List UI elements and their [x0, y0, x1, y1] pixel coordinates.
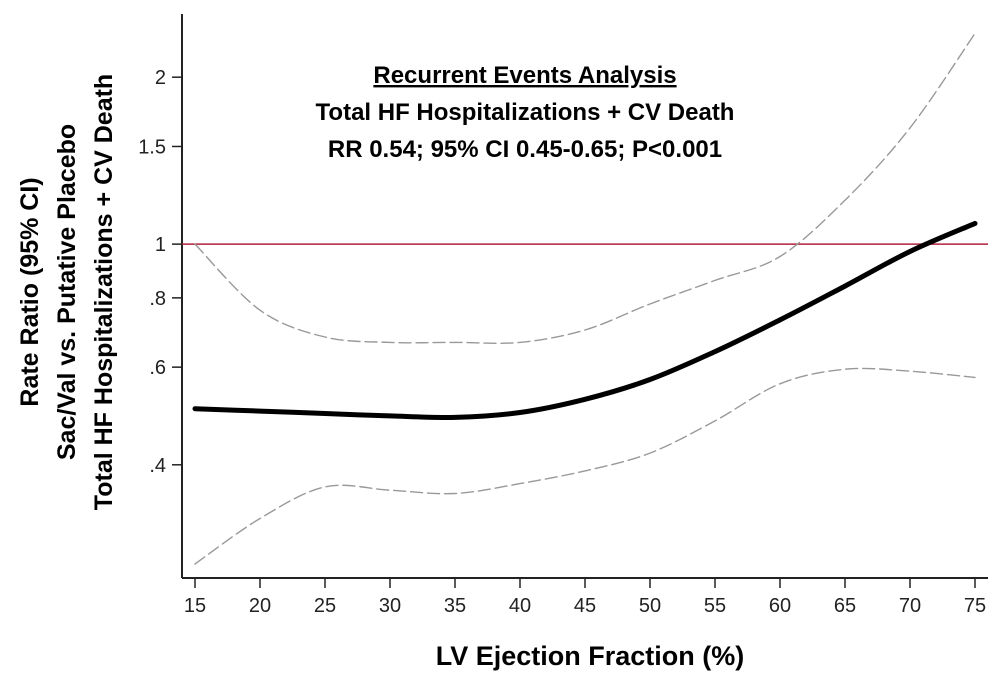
y-tick-label: 2 — [155, 67, 166, 89]
x-tick-label: 50 — [639, 595, 661, 617]
x-tick-label: 55 — [704, 595, 726, 617]
y-tick-label: .8 — [149, 288, 166, 310]
x-tick-label: 65 — [834, 595, 856, 617]
series-layer — [192, 32, 978, 565]
x-tick-label: 35 — [444, 595, 466, 617]
x-tick-label: 40 — [509, 595, 531, 617]
title-block: Recurrent Events Analysis Total HF Hospi… — [316, 62, 735, 163]
x-ticks: 15 20 25 30 35 40 45 50 55 60 65 70 75 — [184, 578, 986, 617]
x-tick-label: 20 — [249, 595, 271, 617]
series-line-lower-ci — [194, 367, 976, 565]
x-tick-label: 15 — [184, 595, 206, 617]
chart-title-line-3: RR 0.54; 95% CI 0.45-0.65; P<0.001 — [328, 136, 722, 163]
x-axis-label: LV Ejection Fraction (%) — [436, 641, 745, 671]
y-axis-label-line-3: Total HF Hospitalizations + CV Death — [90, 74, 118, 510]
chart-title-line-1: Recurrent Events Analysis — [373, 62, 676, 89]
x-tick-label: 70 — [899, 595, 921, 617]
x-tick-label: 60 — [769, 595, 791, 617]
y-axis-label-line-1: Rate Ratio (95% CI) — [16, 177, 44, 406]
x-tick-label: 45 — [574, 595, 596, 617]
y-tick-label: .4 — [149, 455, 166, 477]
y-ticks: .4 .6 .8 1 1.5 2 — [138, 67, 182, 477]
chart-title-line-2: Total HF Hospitalizations + CV Death — [316, 99, 735, 126]
x-tick-label: 75 — [964, 595, 986, 617]
y-tick-label: 1.5 — [138, 136, 166, 158]
series-line-upper-ci — [194, 32, 976, 344]
series-line-estimate — [192, 220, 978, 421]
y-tick-label: 1 — [155, 234, 166, 256]
y-tick-label: .6 — [149, 357, 166, 379]
x-tick-label: 30 — [379, 595, 401, 617]
y-axis-label-line-2: Sac/Val vs. Putative Placebo — [53, 124, 81, 460]
y-axis-title: Rate Ratio (95% CI) Sac/Val vs. Putative… — [16, 74, 118, 510]
x-tick-label: 25 — [314, 595, 336, 617]
